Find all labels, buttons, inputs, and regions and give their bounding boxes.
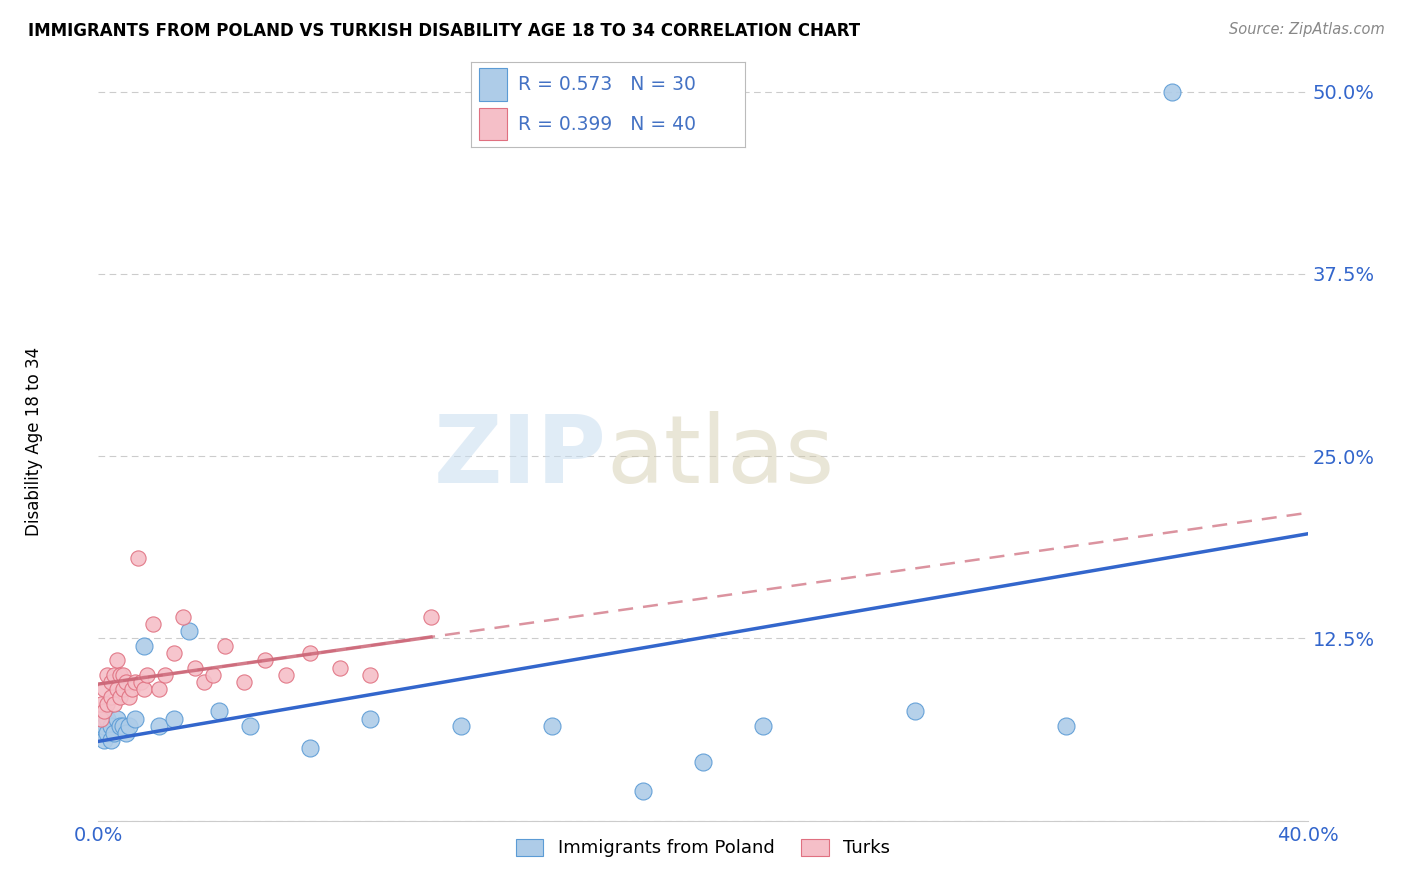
Point [111, 719, 134, 733]
Point [239, 719, 262, 733]
Point [420, 609, 443, 624]
Point [93, 719, 115, 733]
Point [100, 733, 122, 747]
Point [114, 726, 136, 740]
Point [142, 616, 165, 631]
Point [692, 756, 714, 770]
Point [132, 682, 155, 697]
Point [148, 719, 170, 733]
Point [121, 682, 143, 697]
Point [132, 639, 155, 653]
Point [202, 668, 225, 682]
Point [360, 668, 382, 682]
Point [111, 682, 134, 697]
Point [329, 660, 352, 674]
Point [105, 682, 128, 697]
Point [96, 697, 118, 711]
Point [274, 668, 297, 682]
Point [193, 675, 215, 690]
Text: atlas: atlas [606, 410, 835, 503]
Point [232, 675, 254, 690]
Point [105, 653, 128, 667]
Point [153, 668, 176, 682]
Point [540, 719, 562, 733]
Point [129, 675, 152, 690]
Text: IMMIGRANTS FROM POLAND VS TURKISH DISABILITY AGE 18 TO 34 CORRELATION CHART: IMMIGRANTS FROM POLAND VS TURKISH DISABI… [28, 22, 860, 40]
Point [103, 726, 125, 740]
Point [163, 712, 186, 726]
Text: R = 0.399   N = 40: R = 0.399 N = 40 [517, 115, 696, 134]
Point [1160, 85, 1182, 99]
Point [96, 726, 118, 740]
Point [105, 712, 128, 726]
Point [108, 668, 131, 682]
Point [148, 682, 170, 697]
Point [631, 784, 654, 798]
Point [90, 726, 112, 740]
Point [90, 712, 112, 726]
Point [172, 609, 194, 624]
Point [103, 697, 125, 711]
Point [124, 712, 146, 726]
Point [100, 719, 122, 733]
Point [93, 733, 115, 747]
Point [214, 639, 236, 653]
Legend: Immigrants from Poland, Turks: Immigrants from Poland, Turks [509, 831, 897, 864]
Point [108, 719, 131, 733]
Point [124, 675, 146, 690]
Point [118, 719, 141, 733]
Point [360, 712, 382, 726]
Point [111, 668, 134, 682]
Point [93, 704, 115, 718]
Point [118, 690, 141, 704]
Point [179, 624, 201, 639]
Point [96, 712, 118, 726]
Point [299, 646, 322, 660]
Point [904, 704, 927, 718]
Point [93, 682, 115, 697]
Bar [479, 69, 506, 101]
Point [100, 690, 122, 704]
Point [103, 668, 125, 682]
Point [184, 660, 207, 674]
Bar [479, 108, 506, 140]
Text: ZIP: ZIP [433, 410, 606, 503]
Point [450, 719, 472, 733]
Point [135, 668, 157, 682]
Point [114, 675, 136, 690]
Y-axis label: Disability Age 18 to 34: Disability Age 18 to 34 [25, 347, 42, 536]
Point [253, 653, 276, 667]
Text: R = 0.573   N = 30: R = 0.573 N = 30 [517, 75, 696, 94]
Point [127, 551, 149, 566]
Point [100, 675, 122, 690]
Point [108, 690, 131, 704]
Point [752, 719, 775, 733]
Text: Source: ZipAtlas.com: Source: ZipAtlas.com [1229, 22, 1385, 37]
Point [163, 646, 186, 660]
Point [208, 704, 231, 718]
Point [1054, 719, 1077, 733]
Point [90, 697, 112, 711]
Point [299, 740, 322, 755]
Point [96, 668, 118, 682]
